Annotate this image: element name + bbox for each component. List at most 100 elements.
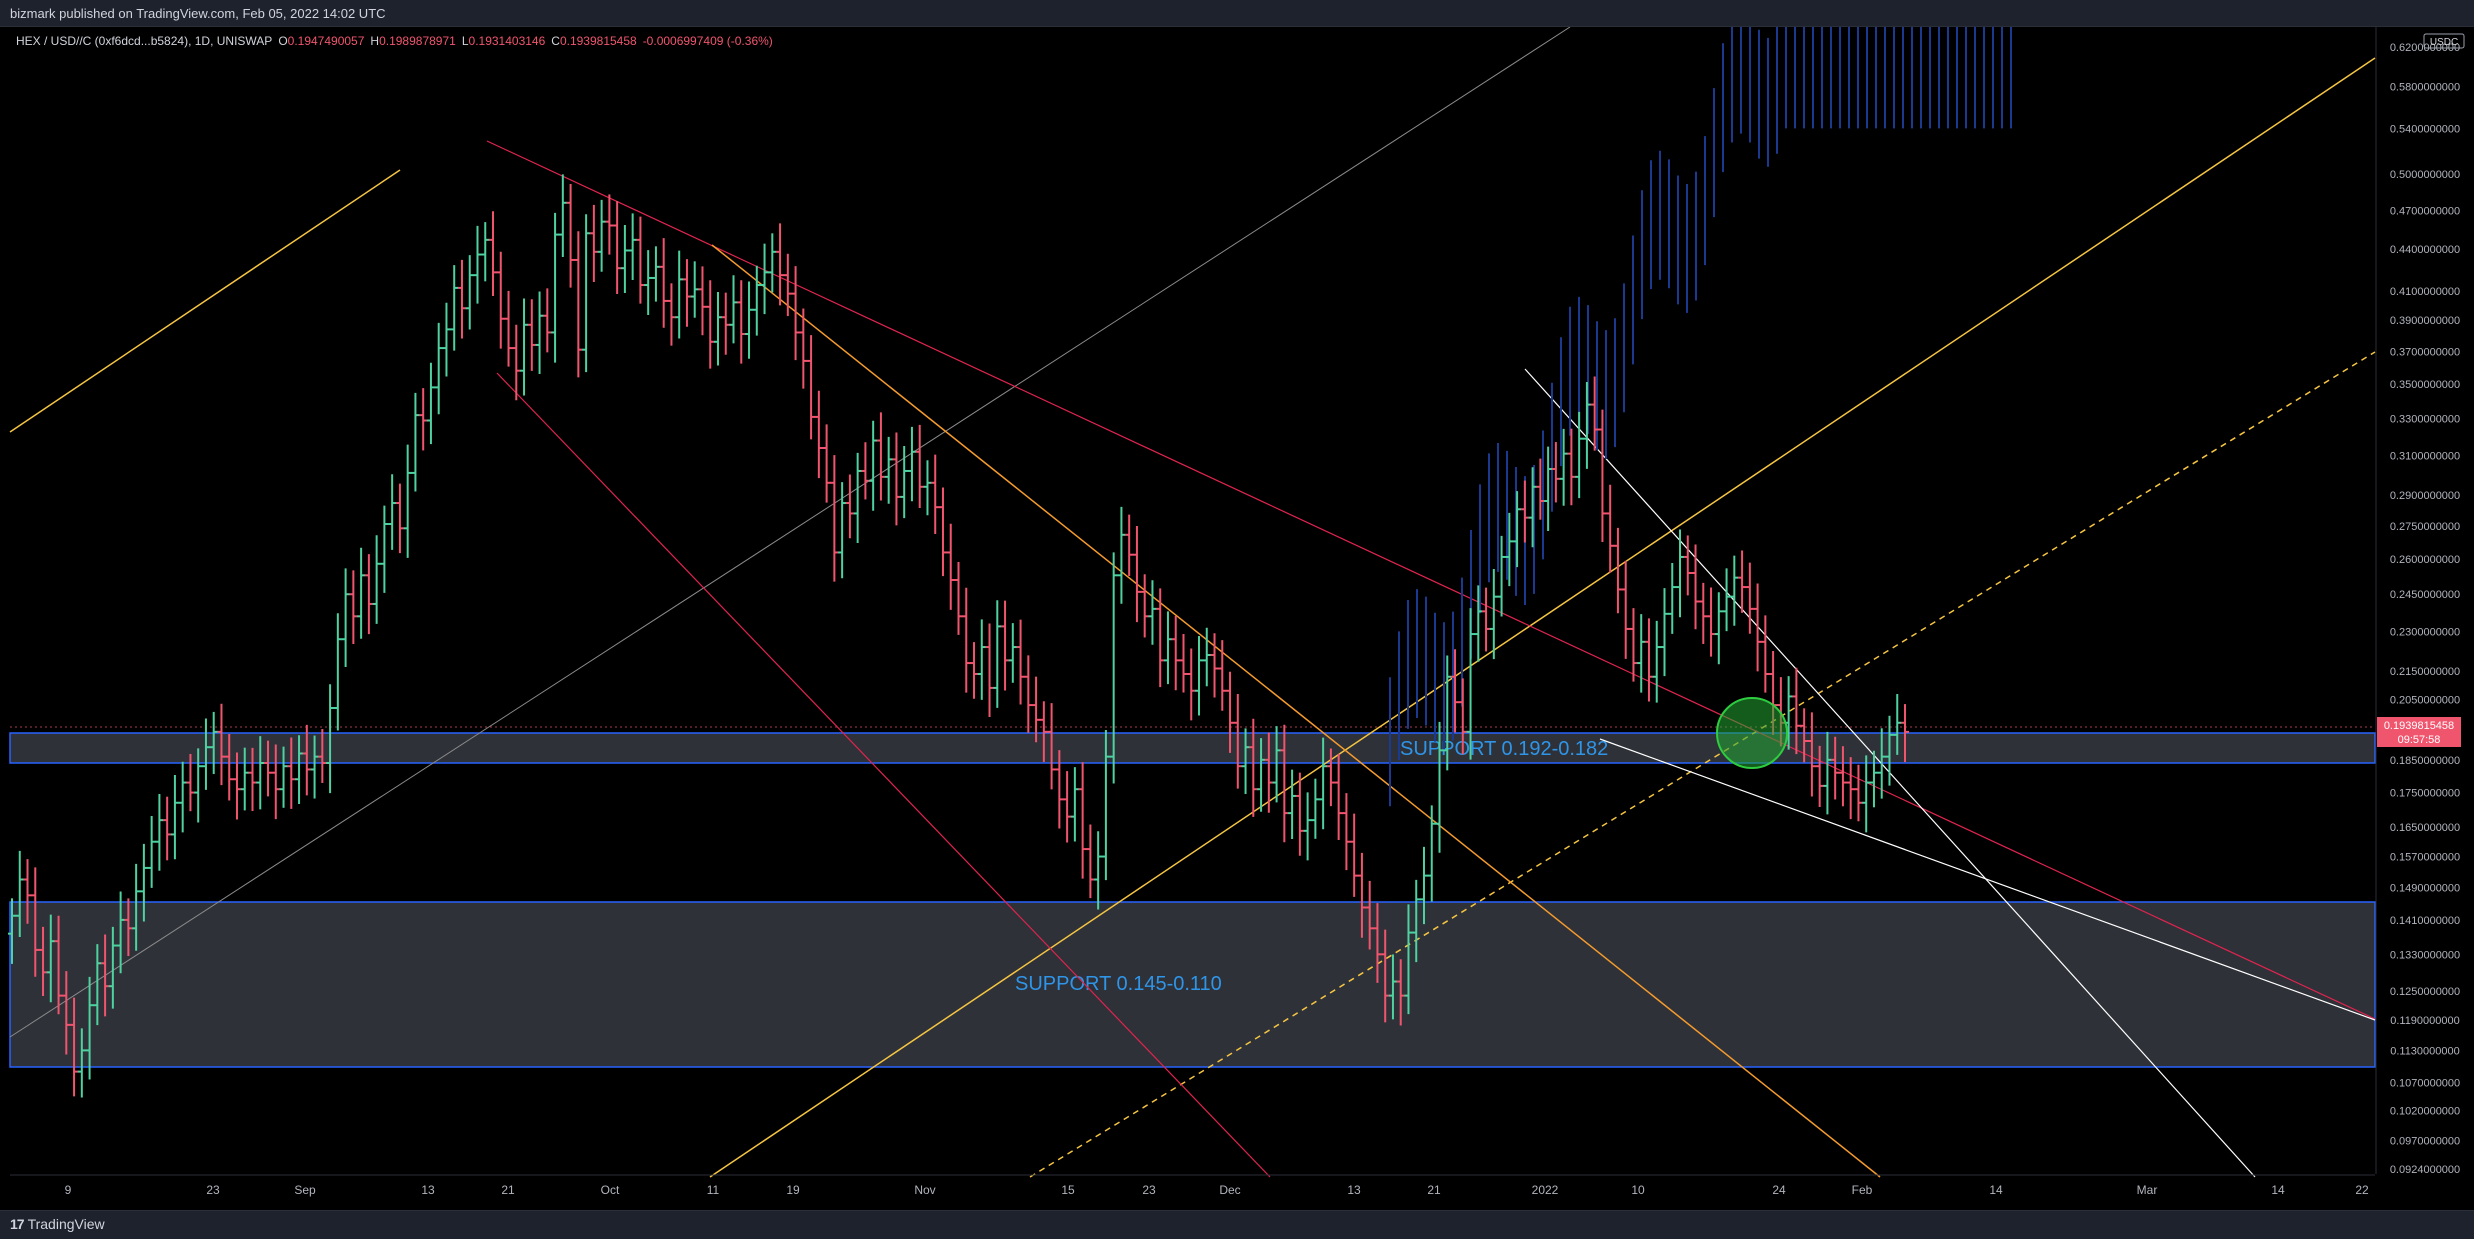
red-resistance-line[interactable] <box>486 140 2376 1020</box>
ohlc-bar <box>1257 738 1266 812</box>
ohlc-bar <box>1629 608 1638 682</box>
orange-descending-line[interactable] <box>711 244 1881 1178</box>
ohlc-bar <box>675 250 684 339</box>
ohlc-bar <box>745 281 754 359</box>
ohlc-bar <box>1226 671 1235 753</box>
ohlc-bar <box>1497 535 1506 617</box>
tv-logo-icon: 17 <box>10 1216 25 1232</box>
ohlc-bar <box>287 737 296 809</box>
price-chart[interactable]: SUPPORT 0.192-0.182 SUPPORT 0.145-0.110 … <box>0 27 2474 1210</box>
ohlc-bar <box>1365 880 1374 950</box>
legend-h-label: H <box>370 34 379 48</box>
ohlc-bar <box>62 971 71 1055</box>
support-upper-label: SUPPORT 0.192-0.182 <box>1400 738 1608 760</box>
ohlc-bar <box>1001 600 1010 691</box>
ohlc-bar <box>132 863 141 951</box>
red-support-line[interactable] <box>496 372 1271 1178</box>
ohlc-bar <box>1823 731 1832 815</box>
ohlc-bar <box>1396 959 1405 1026</box>
ohlc-bar <box>613 201 622 295</box>
ohlc-bar <box>566 183 575 288</box>
support-zone-upper[interactable] <box>9 732 2376 764</box>
channel-upper-left[interactable] <box>9 169 401 433</box>
ohlc-bar <box>1815 745 1824 807</box>
time-tick-label: 15 <box>1061 1183 1075 1197</box>
legend-c-value: 0.1939815458 <box>560 34 637 48</box>
ohlc-bar <box>527 299 536 371</box>
ohlc-bar <box>70 997 79 1097</box>
ohlc-bar <box>938 487 947 577</box>
ohlc-bar <box>636 216 645 304</box>
ohlc-bar <box>551 212 560 363</box>
ohlc-bar <box>876 412 885 501</box>
channel-dashed-line[interactable] <box>1029 351 2376 1178</box>
ohlc-bar <box>1419 846 1428 925</box>
price-tick-label: 0.0970000000 <box>2390 1135 2460 1147</box>
ohlc-bar <box>861 442 870 500</box>
price-tick-label: 0.1570000000 <box>2390 852 2460 864</box>
ohlc-bar <box>605 194 614 255</box>
ohlc-bar <box>620 224 629 294</box>
ohlc-bar <box>271 744 280 820</box>
ohlc-bar <box>1885 715 1894 786</box>
ohlc-bar <box>1590 376 1599 451</box>
ohlc-bar <box>1342 793 1351 871</box>
ohlc-bar <box>15 850 24 937</box>
ohlc-bar <box>8 898 16 964</box>
ohlc-bar <box>713 291 722 366</box>
time-axis[interactable]: 9 23 Sep 13 21 Oct 11 19 Nov 15 23 Dec 13 21 2022 10 24 F… <box>65 1183 2369 1197</box>
ohlc-bar <box>496 251 505 349</box>
ohlc-bar <box>1319 737 1328 830</box>
ohlc-bar <box>295 735 304 805</box>
ohlc-bar <box>170 775 179 860</box>
ohlc-bar <box>108 926 117 1009</box>
ohlc-bar <box>465 255 474 330</box>
price-tick-label: 0.1850000000 <box>2390 755 2460 767</box>
channel-main-line[interactable] <box>709 57 2376 1178</box>
support-zone-lower[interactable] <box>9 901 2376 1068</box>
ohlc-bar <box>535 291 544 375</box>
price-tick-label: 0.1020000000 <box>2390 1106 2460 1118</box>
ohlc-bar <box>1412 879 1421 963</box>
currency-badge-box[interactable] <box>2423 33 2465 49</box>
ohlc-bar <box>1699 582 1708 644</box>
time-tick-label: Dec <box>1219 1183 1240 1197</box>
ohlc-bar <box>1125 514 1134 576</box>
ohlc-bar <box>1280 724 1289 843</box>
ohlc-bar <box>543 288 552 353</box>
ohlc-bar <box>489 211 498 297</box>
ohlc-bar <box>93 944 102 1026</box>
ohlc-bar <box>1288 769 1297 839</box>
ohlc-bar <box>1676 529 1685 618</box>
legend-l-label: L <box>462 34 469 48</box>
price-tick-label: 0.5000000000 <box>2390 169 2460 181</box>
ohlc-bar <box>1210 633 1219 698</box>
ohlc-bar <box>178 761 187 833</box>
ohlc-bar <box>209 711 218 775</box>
tradingview-logo[interactable]: 17 TradingView <box>10 1216 105 1232</box>
ohlc-bar <box>931 454 940 534</box>
ohlc-bar <box>768 233 777 293</box>
grey-trendline[interactable] <box>9 27 1571 1038</box>
legend-h-value: 0.1989878971 <box>379 34 456 48</box>
ohlc-bar <box>1334 753 1343 841</box>
time-tick-label: 10 <box>1631 1183 1645 1197</box>
time-tick-label: 19 <box>786 1183 800 1197</box>
ohlc-bar <box>186 753 195 812</box>
legend-symbol: HEX / USD//C (0xf6dcd...b5824), 1D, UNIS… <box>16 34 272 48</box>
time-tick-label: Nov <box>914 1183 935 1197</box>
ohlc-bar <box>1544 446 1553 531</box>
ohlc-bar <box>147 816 156 888</box>
breakout-marker[interactable] <box>1716 697 1788 769</box>
ohlc-bar <box>1117 506 1126 604</box>
wedge-lower-line[interactable] <box>1599 738 2376 1021</box>
publish-info: bizmark published on TradingView.com, Fe… <box>10 6 386 21</box>
ohlc-bar <box>264 740 273 797</box>
ohlc-bar <box>217 703 226 786</box>
ohlc-bar <box>1458 678 1467 755</box>
ohlc-bar <box>54 915 63 1015</box>
ohlc-bar <box>869 420 878 511</box>
ohlc-bar <box>1854 764 1863 822</box>
ohlc-bar <box>46 914 55 1003</box>
publish-bar: bizmark published on TradingView.com, Fe… <box>0 0 2474 27</box>
